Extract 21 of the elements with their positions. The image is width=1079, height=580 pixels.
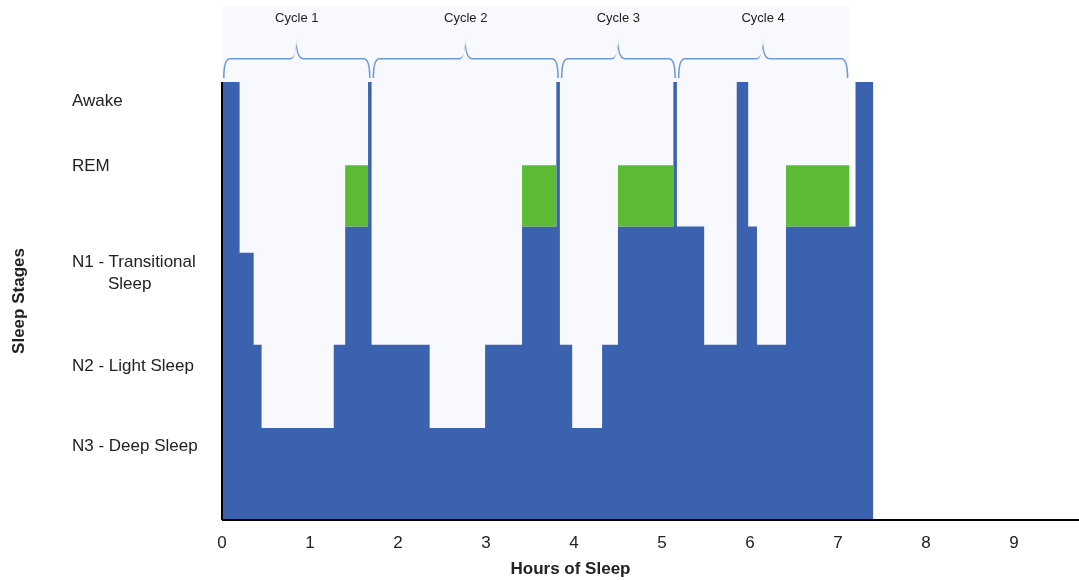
- x-tick-label: 7: [833, 533, 843, 552]
- text: REM: [72, 155, 110, 175]
- text: N1 - Transitional Sleep: [72, 251, 196, 293]
- text: Sleep Stages: [9, 248, 28, 354]
- x-tick-label: 6: [745, 533, 755, 552]
- x-tick-label: 1: [305, 533, 315, 552]
- band-label: Cycle 2: [444, 10, 488, 25]
- band-label: Cycle 1: [275, 10, 319, 25]
- x-tick-label: 5: [657, 533, 667, 552]
- text: N3 - Deep Sleep: [72, 435, 198, 455]
- x-tick-label: 8: [921, 533, 931, 552]
- x-tick-label: 9: [1009, 533, 1019, 552]
- text: Awake: [72, 90, 123, 110]
- band-label: Cycle 4: [741, 10, 785, 25]
- x-tick-label: 0: [217, 533, 227, 552]
- text: N2 - Light Sleep: [72, 355, 194, 375]
- x-axis-title: Hours of Sleep: [510, 559, 631, 578]
- x-tick-label: 3: [481, 533, 491, 552]
- band-label: Cycle 3: [596, 10, 641, 25]
- x-tick-label: 2: [393, 533, 403, 552]
- x-tick-label: 4: [569, 533, 579, 552]
